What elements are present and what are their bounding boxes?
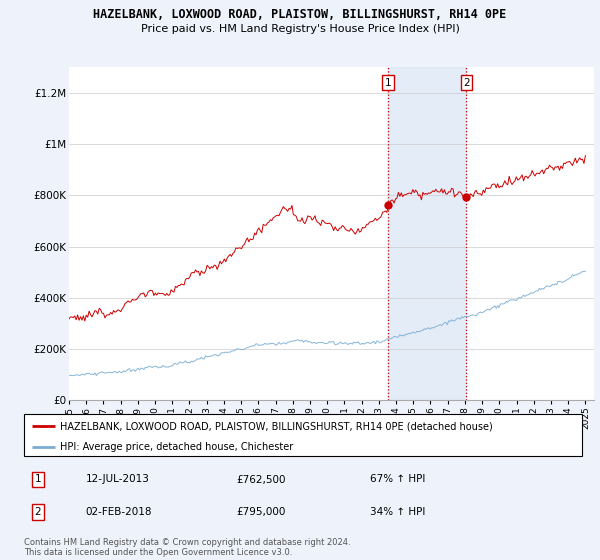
Text: 12-JUL-2013: 12-JUL-2013 xyxy=(85,474,149,484)
Text: 1: 1 xyxy=(385,78,391,87)
Text: 34% ↑ HPI: 34% ↑ HPI xyxy=(370,507,425,517)
Text: 2: 2 xyxy=(463,78,470,87)
Text: £795,000: £795,000 xyxy=(236,507,286,517)
Text: 02-FEB-2018: 02-FEB-2018 xyxy=(85,507,152,517)
Text: 1: 1 xyxy=(35,474,41,484)
Text: HPI: Average price, detached house, Chichester: HPI: Average price, detached house, Chic… xyxy=(60,442,293,452)
Text: 2: 2 xyxy=(35,507,41,517)
Text: HAZELBANK, LOXWOOD ROAD, PLAISTOW, BILLINGSHURST, RH14 0PE (detached house): HAZELBANK, LOXWOOD ROAD, PLAISTOW, BILLI… xyxy=(60,421,493,431)
Text: £762,500: £762,500 xyxy=(236,474,286,484)
Text: 67% ↑ HPI: 67% ↑ HPI xyxy=(370,474,425,484)
Text: Contains HM Land Registry data © Crown copyright and database right 2024.
This d: Contains HM Land Registry data © Crown c… xyxy=(24,538,350,557)
Text: Price paid vs. HM Land Registry's House Price Index (HPI): Price paid vs. HM Land Registry's House … xyxy=(140,24,460,34)
Text: HAZELBANK, LOXWOOD ROAD, PLAISTOW, BILLINGSHURST, RH14 0PE: HAZELBANK, LOXWOOD ROAD, PLAISTOW, BILLI… xyxy=(94,8,506,21)
Bar xyxy=(388,67,466,400)
